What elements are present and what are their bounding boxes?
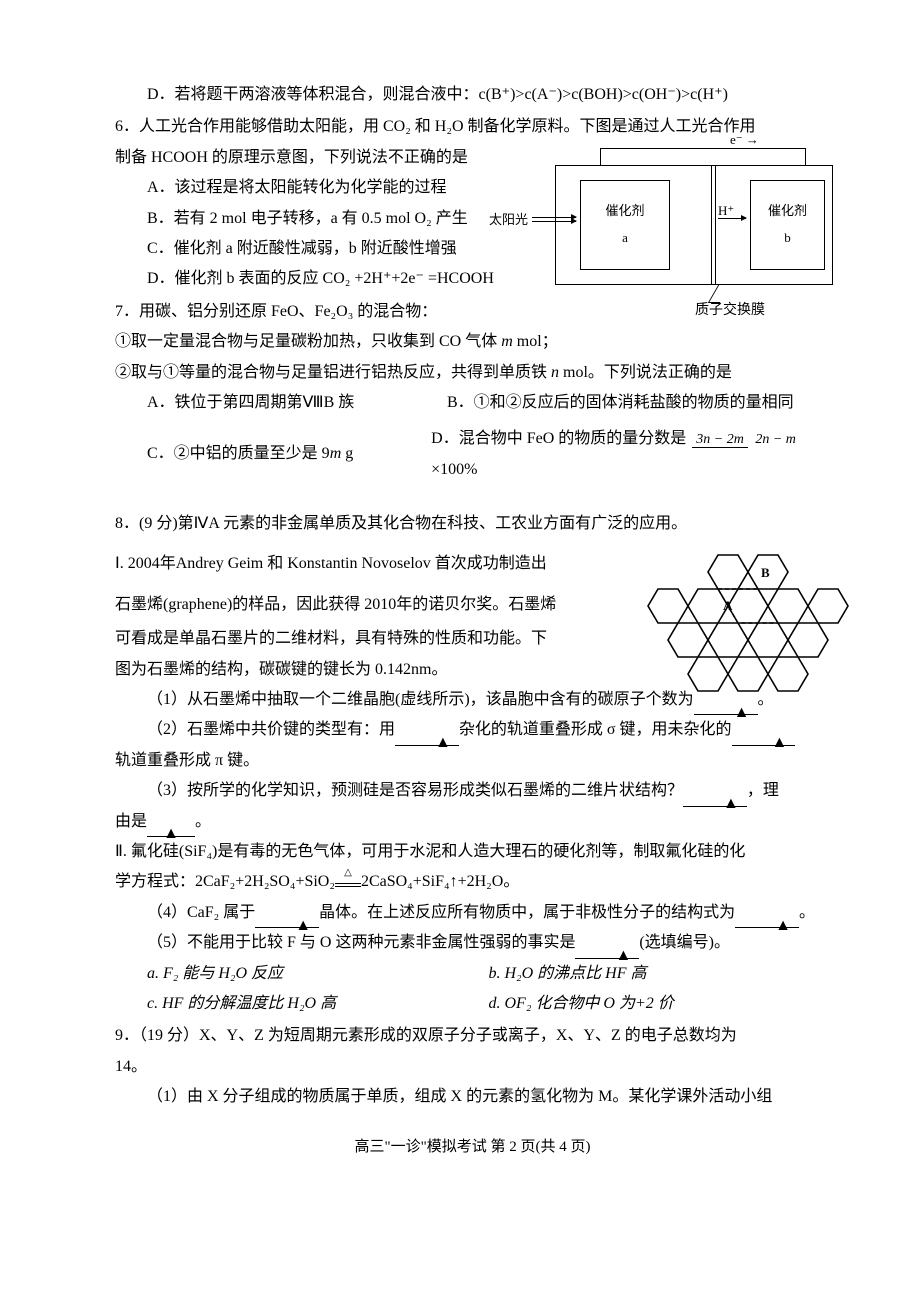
membrane-line-2 <box>715 165 716 285</box>
q7-frac-den: 2n − m <box>751 432 800 447</box>
q8-options-row2: c. HF 的分解温度比 H₂O 高 d. OF₂ 化合物中 O 为+2 价 <box>115 989 830 1019</box>
right-lead <box>805 148 806 166</box>
blank-6[interactable]: ▲ <box>255 911 319 929</box>
q7-line-2: ②取与①等量的混合物与足量铝进行铝热反应，共得到单质铁 n mol。下列说法正确… <box>115 358 830 388</box>
q7-line-1: ①取一定量混合物与足量碳粉加热，只收集到 CO 气体 m mol； <box>115 327 830 357</box>
q5-option-d: D．若将题干两溶液等体积混合，则混合液中：c(B⁺)>c(A⁻)>c(BOH)>… <box>115 80 830 110</box>
q8-sub3-c: 由是 <box>115 813 147 830</box>
q8-sub2-b: 杂化的轨道重叠形成 σ 键，用未杂化的 <box>459 721 732 738</box>
q8-sub4-a: （4）CaF₂ 属于 <box>147 904 255 921</box>
q6-stem-1: 6．人工光合作用能够借助太阳能，用 CO₂ 和 H₂O 制备化学原料。下图是通过… <box>115 112 830 142</box>
q8-sub4: （4）CaF₂ 属于▲晶体。在上述反应所有物质中，属于非极性分子的结构式为▲。 <box>115 898 830 928</box>
q8-sub2-a: （2）石墨烯中共价键的类型有：用 <box>147 721 395 738</box>
q8-options-row1: a. F₂ 能与 H₂O 反应 b. H₂O 的沸点比 HF 高 <box>115 959 830 989</box>
q8-opt-d: d. OF₂ 化合物中 O 为+2 价 <box>489 995 674 1012</box>
membrane-line-1 <box>711 165 712 285</box>
q8-sub3-b: ，理 <box>747 782 779 799</box>
q7-l2a: ②取与①等量的混合物与足量铝进行铝热反应，共得到单质铁 <box>115 364 551 381</box>
q8-sub5: （5）不能用于比较 F 与 O 这两种元素非金属性强弱的事实是▲(选填编号)。 <box>115 928 830 958</box>
graphene-label-a: A <box>723 594 732 619</box>
blank-3[interactable]: ▲ <box>732 728 796 746</box>
q8-sub3-a: （3）按所学的化学知识，预测硅是否容易形成类似石墨烯的二维片状结构？ <box>147 782 683 799</box>
q7-m-2: m <box>330 445 342 462</box>
q8-sub3: （3）按所学的化学知识，预测硅是否容易形成类似石墨烯的二维片状结构？▲，理 <box>115 776 830 806</box>
sunlight-label: 太阳光 <box>489 212 528 229</box>
blank-8[interactable]: ▲ <box>575 941 639 959</box>
q6-block: 6．人工光合作用能够借助太阳能，用 CO₂ 和 H₂O 制备化学原料。下图是通过… <box>115 112 830 294</box>
q7-l1a: ①取一定量混合物与足量碳粉加热，只收集到 CO 气体 <box>115 333 501 350</box>
q7-d-post: ×100% <box>431 461 477 478</box>
q8-sub2: （2）石墨烯中共价键的类型有：用▲杂化的轨道重叠形成 σ 键，用未杂化的▲ <box>115 715 830 745</box>
q8-sub2-line2: 轨道重叠形成 π 键。 <box>115 746 830 776</box>
e-label: e⁻ → <box>730 132 759 149</box>
a-label: a <box>581 230 669 247</box>
q5-d-text: D．若将题干两溶液等体积混合，则混合液中：c(B⁺)>c(A⁻)>c(BOH)>… <box>147 86 728 103</box>
q8-sub4-c: 。 <box>799 904 815 921</box>
b-label: b <box>751 230 824 247</box>
q7-l1b: mol； <box>513 333 558 350</box>
q9-stem-1: 9．（19 分）X、Y、Z 为短周期元素形成的双原子分子或离子，X、Y、Z 的电… <box>115 1021 830 1051</box>
q8-II-l2a: 学方程式：2CaF₂+2H₂SO₄+SiO₂ <box>115 873 335 890</box>
graphene-label-b: B <box>761 561 770 586</box>
page-footer: 高三"一诊"模拟考试 第 2 页(共 4 页) <box>115 1133 830 1162</box>
catalyst-b-label: 催化剂 <box>751 203 824 220</box>
q8-II-l2: 学方程式：2CaF₂+2H₂SO₄+SiO₂△2CaSO₄+SiF₄↑+2H₂O… <box>115 867 830 897</box>
q7-option-a: A．铁位于第四周期第ⅧB 族 <box>147 388 447 418</box>
blank-7[interactable]: ▲ <box>735 911 799 929</box>
q8-opt-b: b. H₂O 的沸点比 HF 高 <box>489 965 647 982</box>
membrane-pointer <box>708 285 730 303</box>
blank-5[interactable]: ▲ <box>147 819 195 837</box>
q6-figure: e⁻ → 催化剂 a 催化剂 b 太阳光 H⁺ <box>545 140 840 316</box>
q7-c-pre: C．②中铝的质量至少是 9 <box>147 445 330 462</box>
q8-opt-c: c. HF 的分解温度比 H₂O 高 <box>147 995 336 1012</box>
catalyst-a-box: 催化剂 a <box>580 180 670 270</box>
q8-opt-a: a. F₂ 能与 H₂O 反应 <box>147 965 283 982</box>
q8-II-l1: Ⅱ. 氟化硅(SiF₄)是有毒的无色气体，可用于水泥和人造大理石的硬化剂等，制取… <box>115 837 830 867</box>
graphene-figure: A B <box>630 547 850 702</box>
q7-l2b: mol。下列说法正确的是 <box>559 364 732 381</box>
q7-c-post: g <box>341 445 353 462</box>
q8-stem: 8．(9 分)第ⅣA 元素的非金属单质及其化合物在科技、工农业方面有广泛的应用。 <box>115 509 830 539</box>
left-lead <box>600 148 601 166</box>
q8-sub5-a: （5）不能用于比较 F 与 O 这两种元素非金属性强弱的事实是 <box>147 934 575 951</box>
q7-row-ab: A．铁位于第四周期第ⅧB 族 B．①和②反应后的固体消耗盐酸的物质的量相同 <box>115 388 830 418</box>
q7-option-c: C．②中铝的质量至少是 9m g <box>147 439 431 469</box>
q8-block: 8．(9 分)第ⅣA 元素的非金属单质及其化合物在科技、工农业方面有广泛的应用。… <box>115 509 830 1019</box>
q7-frac-num: 3n − 2m <box>692 432 748 448</box>
catalyst-b-box: 催化剂 b <box>750 180 825 270</box>
q8-sub4-b: 晶体。在上述反应所有物质中，属于非极性分子的结构式为 <box>319 904 735 921</box>
q7-n-1: n <box>551 364 559 381</box>
q8-sub5-b: (选填编号)。 <box>639 934 730 951</box>
q7-fraction: 3n − 2m 2n − m <box>690 432 802 447</box>
q8-II-l2b: 2CaSO₄+SiF₄↑+2H₂O。 <box>361 873 519 890</box>
top-wire <box>600 148 805 149</box>
q8-sub1-a: （1）从石墨烯中抽取一个二维晶胞(虚线所示)，该晶胞中含有的碳原子个数为 <box>147 691 694 708</box>
blank-2[interactable]: ▲ <box>395 728 459 746</box>
q9-stem-2: 14。 <box>115 1052 830 1082</box>
q7-row-cd: C．②中铝的质量至少是 9m g D．混合物中 FeO 的物质的量分数是 3n … <box>115 424 830 485</box>
graphene-svg <box>630 547 850 702</box>
blank-4[interactable]: ▲ <box>683 789 747 807</box>
sunlight-arrow: 太阳光 <box>489 212 576 229</box>
q7-m-1: m <box>501 333 513 350</box>
catalyst-a-label: 催化剂 <box>581 203 669 220</box>
q7-option-b: B．①和②反应后的固体消耗盐酸的物质的量相同 <box>447 388 794 418</box>
h-plus-arrow: H⁺ <box>718 218 746 219</box>
membrane-label: 质子交换膜 <box>695 302 765 320</box>
q7-option-d: D．混合物中 FeO 的物质的量分数是 3n − 2m 2n − m ×100% <box>431 424 830 485</box>
q9-sub1: （1）由 X 分子组成的物质属于单质，组成 X 的元素的氢化物为 M。某化学课外… <box>115 1082 830 1112</box>
q7-d-pre: D．混合物中 FeO 的物质的量分数是 <box>431 430 686 447</box>
q8-sub3-d: 。 <box>195 813 211 830</box>
